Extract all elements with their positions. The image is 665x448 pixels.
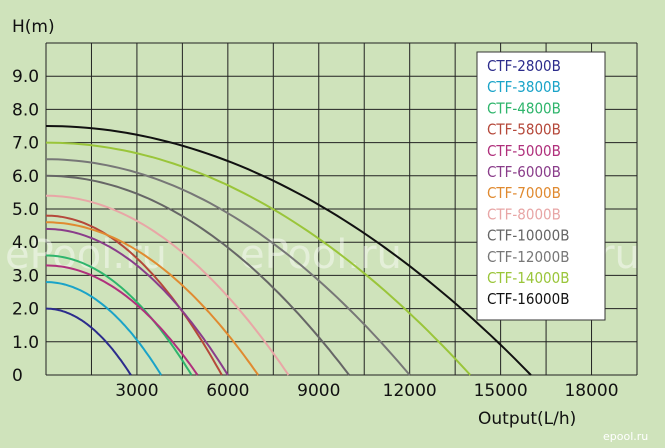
legend: CTF-2800B CTF-3800B CTF-4800B CTF-5800B CTF-… [476, 51, 606, 321]
series-line-ctf-5000b [45, 264, 199, 376]
series-line-ctf-5800b [45, 214, 223, 376]
y-tick-label: 3.0 [12, 266, 39, 286]
y-tick-label: 0 [12, 366, 23, 386]
y-tick-label: 9.0 [12, 67, 39, 87]
x-axis-title: Output(L/h) [478, 409, 576, 429]
series-line-ctf-14000b [45, 141, 472, 376]
legend-entry: CTF-10000B [487, 227, 569, 245]
watermark-text: ePool.ru [5, 232, 167, 278]
x-tick-label: 18000 [564, 381, 618, 401]
legend-entry: CTF-6000B [487, 163, 561, 181]
watermark-text: ePool.ru [240, 232, 402, 278]
series-line-ctf-10000b [45, 174, 350, 376]
legend-entry: CTF-5000B [487, 142, 561, 160]
series-line-ctf-12000b [45, 158, 411, 376]
y-axis-title: H(m) [12, 17, 55, 37]
legend-entry: CTF-14000B [487, 269, 569, 287]
legend-box [476, 51, 606, 321]
x-tick-label: 3000 [115, 381, 158, 401]
tick-labels: 3000 6000 9000 12000 15000 18000 0 1.0 2.0 3.0 4.0… [12, 67, 619, 401]
series-line-ctf-2800b [46, 307, 132, 376]
legend-entry: CTF-5800B [487, 121, 561, 139]
legend-entry: CTF-16000B [487, 290, 569, 308]
series-line-ctf-16000b [45, 125, 532, 376]
legend-entry: CTF-7000B [487, 184, 561, 202]
legend-entry: CTF-12000B [487, 248, 569, 266]
y-tick-label: 6.0 [12, 167, 39, 187]
y-tick-label: 1.0 [12, 333, 39, 353]
x-tick-label: 9000 [297, 381, 340, 401]
series-line-ctf-4800b [46, 254, 193, 376]
series-line-ctf-7000b [46, 221, 260, 376]
series-line-ctf-6000b [45, 227, 229, 376]
y-tick-label: 4.0 [12, 233, 39, 253]
legend-entry: CTF-3800B [487, 78, 561, 96]
legend-entry: CTF-8000B [487, 205, 561, 223]
y-tick-label: 7.0 [12, 134, 39, 154]
legend-entry: CTF-2800B [487, 57, 561, 75]
x-tick-label: 12000 [383, 381, 437, 401]
legend-entry: CTF-4800B [487, 99, 561, 117]
y-tick-label: 2.0 [12, 300, 39, 320]
series-layer [45, 125, 532, 376]
series-line-ctf-8000b [45, 194, 290, 376]
y-tick-label: 5.0 [12, 200, 39, 220]
x-tick-label: 6000 [206, 381, 249, 401]
x-tick-label: 15000 [474, 381, 528, 401]
series-line-ctf-3800b [45, 281, 163, 376]
corner-watermark: epool.ru [603, 430, 648, 443]
y-tick-label: 8.0 [12, 100, 39, 120]
